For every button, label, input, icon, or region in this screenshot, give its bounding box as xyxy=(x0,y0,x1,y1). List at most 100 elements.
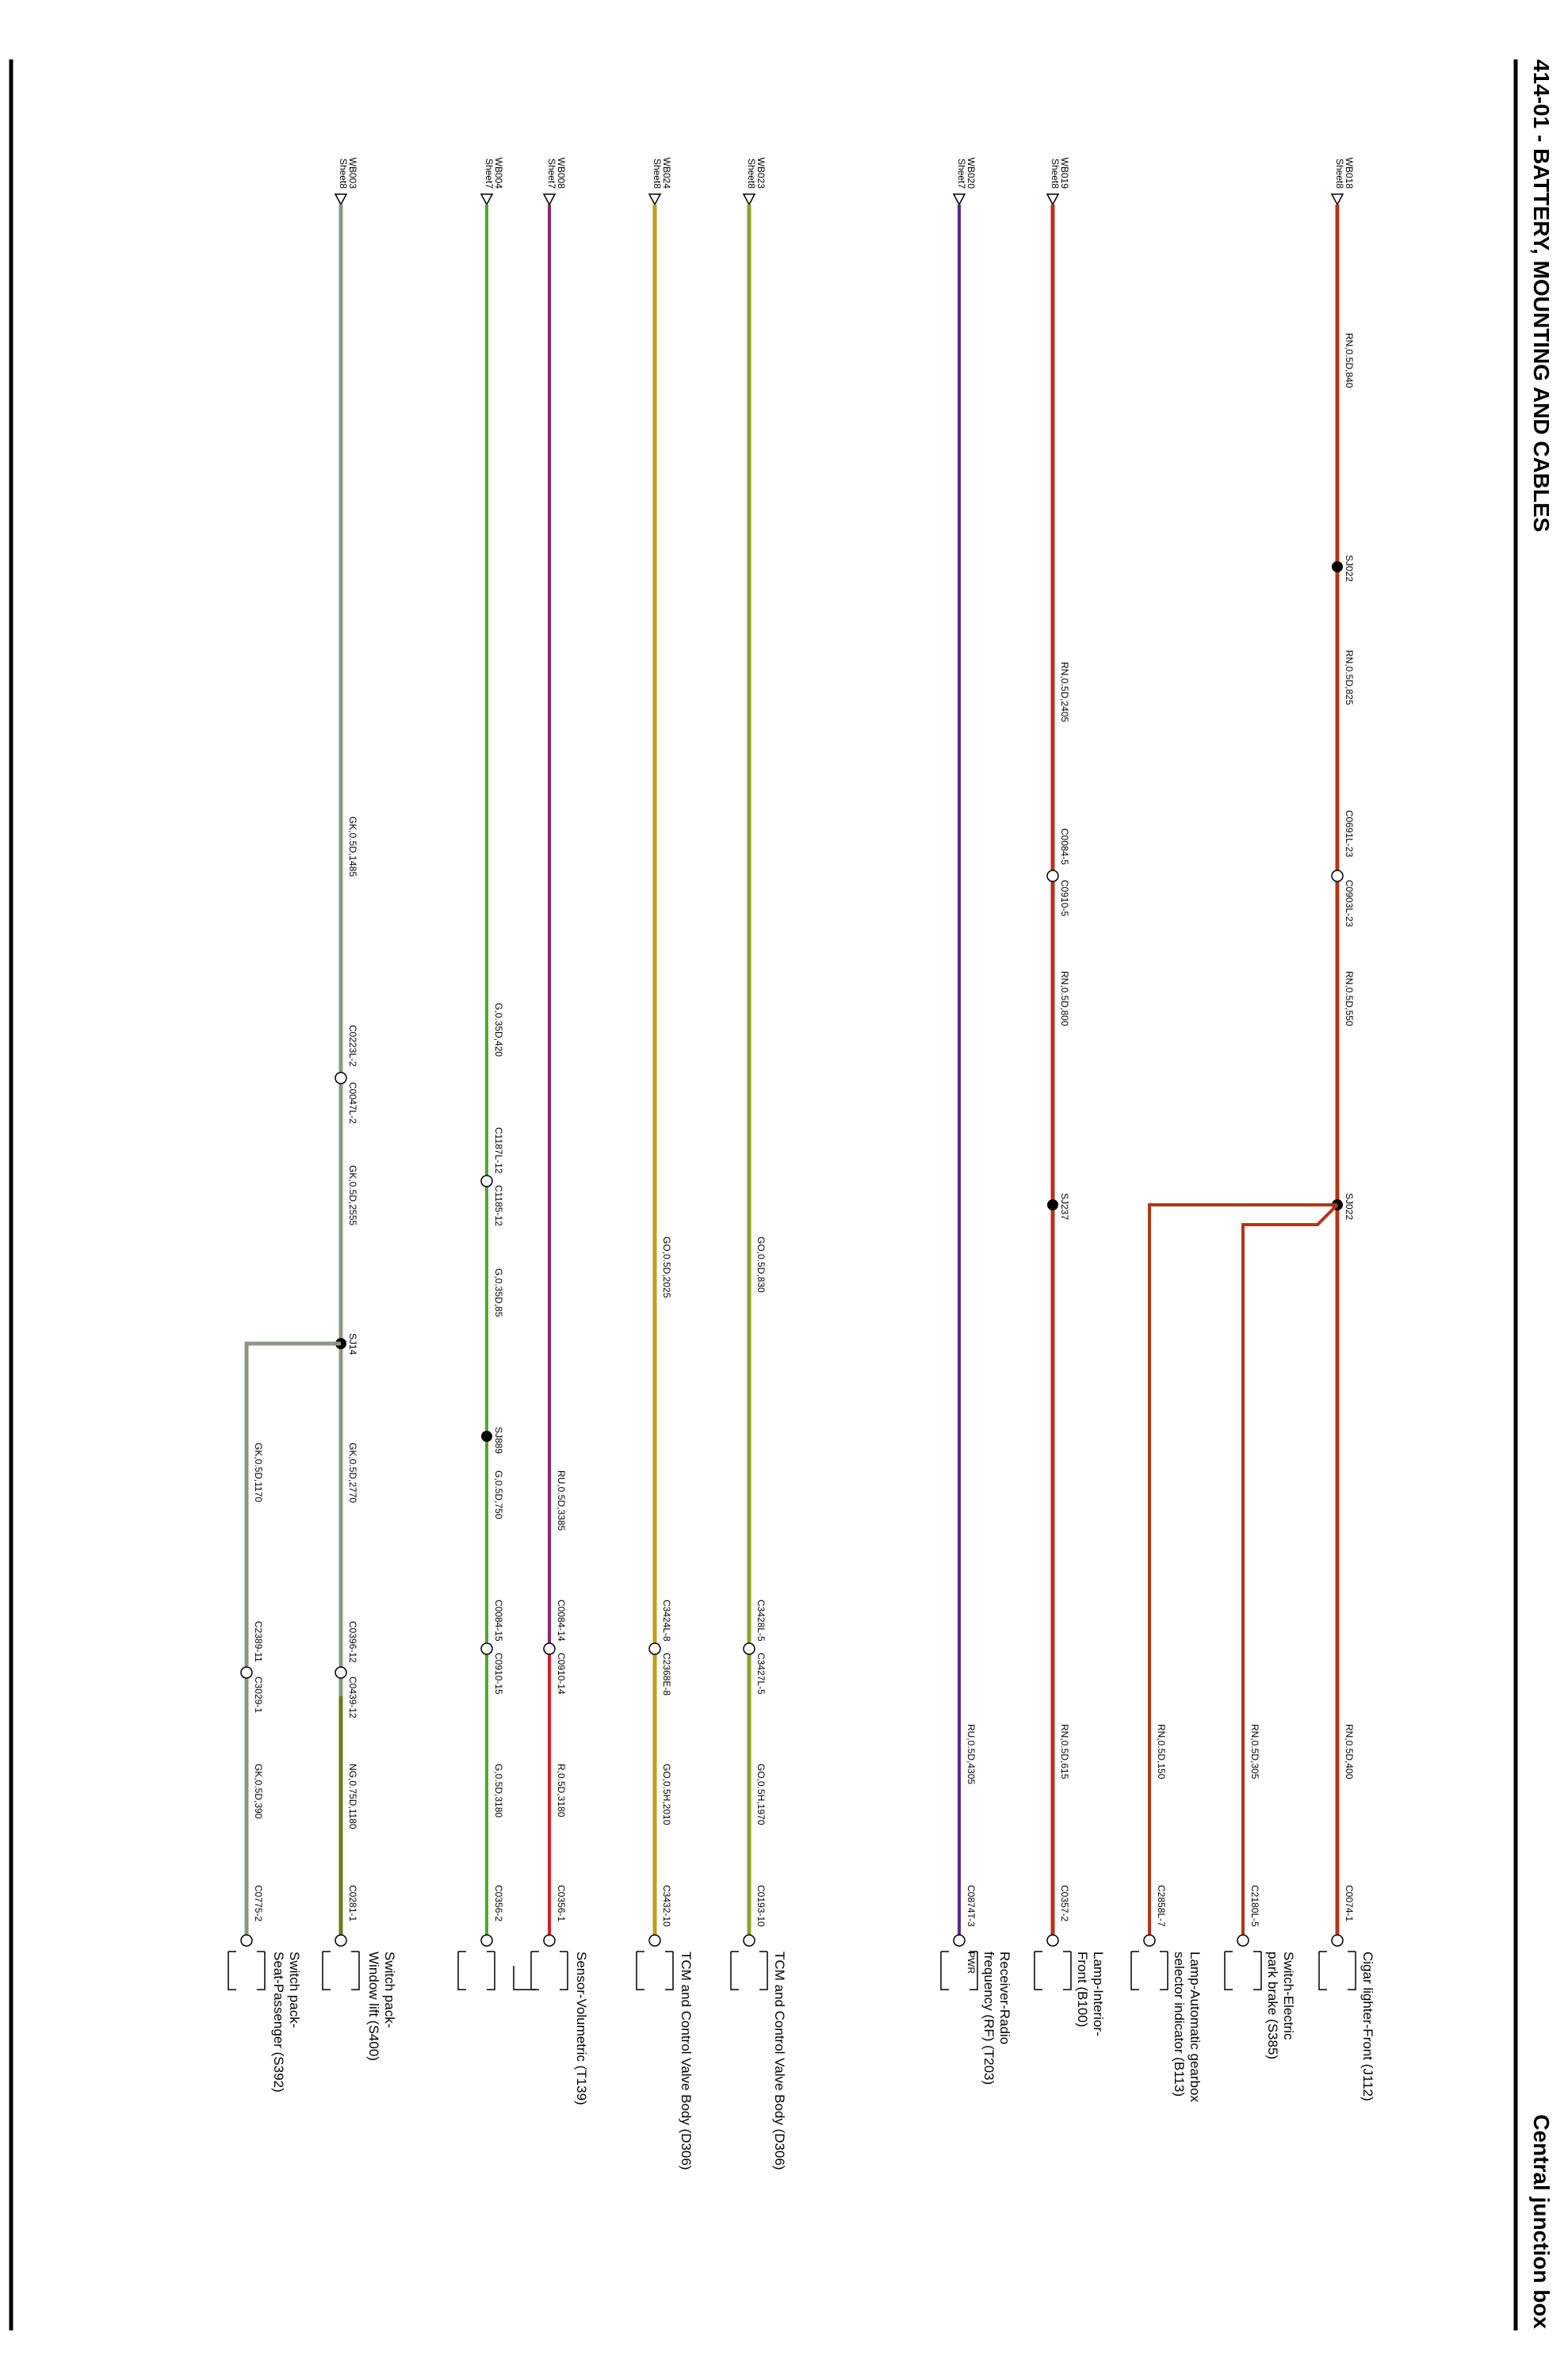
sheet-ref-page: Sheet7 xyxy=(546,159,557,189)
connector-node xyxy=(1237,1934,1249,1947)
connector-node xyxy=(1046,870,1059,882)
connector-label: C2368E-8 xyxy=(661,1653,672,1696)
sheet-ref-id: WB019 xyxy=(1059,158,1070,189)
wire xyxy=(1241,1203,1339,1940)
wire-label: RN,0.5D,2405 xyxy=(1059,662,1070,722)
connector-node xyxy=(743,1934,755,1947)
component-name: park brake (S385) xyxy=(1265,1952,1280,2059)
wire-label: NG,0.75D,1180 xyxy=(347,1764,358,1829)
component-bracket xyxy=(1130,1951,1168,1990)
connector-label: C3029-1 xyxy=(253,1676,264,1713)
splice-node xyxy=(481,1431,492,1442)
splice-label: SJ022 xyxy=(1344,555,1355,582)
sheet-ref-page: Sheet8 xyxy=(338,159,349,189)
sheet-ref-arrow xyxy=(742,193,756,206)
component-bracket xyxy=(1224,1951,1262,1990)
component-bracket xyxy=(636,1951,674,1990)
connector-node xyxy=(543,1642,556,1655)
connector-node xyxy=(240,1666,253,1679)
connector-node xyxy=(1331,1934,1344,1947)
sheet-ref-page: Sheet8 xyxy=(1050,159,1061,189)
wire-label: R,0.5D,3180 xyxy=(556,1764,567,1818)
wire xyxy=(1148,1203,1337,1940)
sheet-ref-page: Sheet8 xyxy=(652,159,663,189)
connector-label: C0396-12 xyxy=(347,1621,358,1663)
circuit-branch-park-brake: RN,0.5D,305 C2180L-5 Switch-Electric par… xyxy=(1224,1203,1339,2059)
sheet-ref-id: WB024 xyxy=(661,158,672,189)
splice-node xyxy=(1047,1199,1058,1210)
connector-label: C0910-14 xyxy=(556,1653,567,1695)
page-title: 414-01 - BATTERY, MOUNTING AND CABLES xyxy=(1529,59,1554,532)
connector-node xyxy=(648,1934,661,1947)
sheet-ref-id: WB008 xyxy=(556,158,567,189)
connector-node xyxy=(648,1642,661,1655)
component-name: TCM and Control Valve Body (D306) xyxy=(772,1952,787,2170)
component-name: Front (B100) xyxy=(1075,1952,1090,2027)
sheet-ref-page: Sheet8 xyxy=(746,159,757,189)
connector-label: C0084-15 xyxy=(493,1600,504,1642)
circuit-branch-seat-switch: GK,0.5D,1170 C2389-11 C3029-1 GK,0.5D,39… xyxy=(228,1341,341,2093)
circuit-branch-gearbox-lamp: RN,0.5D,150 C2858L-7 Lamp-Automatic gear… xyxy=(1130,1203,1337,2102)
circuit-wb024: WB024 Sheet8 GO,0.5D,2025 C3424L-8 C2368… xyxy=(636,158,694,2170)
connector-label: C0439-12 xyxy=(347,1676,358,1719)
component-name: frequency (RF) (T203) xyxy=(981,1952,996,2085)
component-name: Lamp-Interior- xyxy=(1091,1952,1106,2036)
sheet-ref-page: Sheet7 xyxy=(956,159,967,189)
component-name: Window lift (S400) xyxy=(366,1952,381,2061)
component-bracket xyxy=(940,1951,978,1990)
wire-label: G,0.35D,420 xyxy=(493,1003,504,1057)
connector-label: C0691L-23 xyxy=(1344,810,1355,858)
splice-node xyxy=(1332,561,1343,572)
component-name: Switch pack- xyxy=(287,1952,302,2028)
splice-label: SJ14 xyxy=(347,1333,358,1355)
sheet-ref-arrow xyxy=(1330,193,1344,206)
component-name: Switch pack- xyxy=(382,1952,397,2028)
connector-node xyxy=(335,1666,347,1679)
wire-label: RN,0.5D,400 xyxy=(1344,1724,1355,1780)
wire-label: GK,0.5D,2770 xyxy=(347,1443,358,1503)
connector-node xyxy=(335,1072,347,1084)
splice-label: SJ889 xyxy=(493,1427,504,1454)
connector-node xyxy=(480,1642,493,1655)
connector-label: C0193-10 xyxy=(755,1885,767,1927)
component-bracket xyxy=(1034,1951,1072,1990)
wire-label: G,0.5D,750 xyxy=(493,1470,504,1520)
wire-label: GK,0.5D,390 xyxy=(253,1764,264,1819)
component-name: Receiver-Radio xyxy=(997,1952,1012,2044)
sheet-ref-arrow xyxy=(1046,193,1060,206)
component-name: Switch-Electric xyxy=(1281,1952,1296,2040)
sheet-ref-id: WB018 xyxy=(1344,158,1355,189)
wire-label: GO,0.5D,2025 xyxy=(661,1237,672,1298)
splice-label: SJ022 xyxy=(1344,1193,1355,1220)
circuit-wb008: WB008 Sheet7 RU,0.5D,3385 C0084-14 C0910… xyxy=(530,158,589,2105)
sheet-ref-id: WB003 xyxy=(347,158,358,189)
circuit-wb004: WB004 Sheet7 G,0.35D,420 C1187L-12 C1185… xyxy=(457,158,536,1990)
connector-label: C0084-5 xyxy=(1059,828,1070,865)
wire-label: RN,0.5D,840 xyxy=(1344,333,1355,388)
wire-label: RN,0.5D,615 xyxy=(1059,1724,1070,1780)
connector-label: C0281-1 xyxy=(347,1885,358,1921)
component-bracket xyxy=(513,1966,536,1990)
connector-node xyxy=(953,1934,966,1947)
wire-label: RN,0.5D,305 xyxy=(1249,1724,1260,1780)
connector-node xyxy=(543,1934,556,1947)
connector-label: C1187L-12 xyxy=(493,1127,504,1174)
sheet-ref-page: Sheet8 xyxy=(1334,159,1345,189)
circuit-wb003: WB003 Sheet8 GK,0.5D,1485 C0223L-2 C0047… xyxy=(322,158,397,2061)
connector-label: C0910-5 xyxy=(1059,880,1070,916)
connector-label: C0223L-2 xyxy=(347,1025,358,1067)
sheet-ref-arrow xyxy=(952,193,966,206)
component-bracket xyxy=(730,1951,768,1990)
wire-label: GO,0.5D,830 xyxy=(755,1237,767,1293)
splice-label: SJ237 xyxy=(1059,1193,1070,1220)
connector-label: C3428L-5 xyxy=(755,1600,767,1642)
connector-label: C2389-11 xyxy=(253,1621,264,1662)
connector-label: C3424L-8 xyxy=(661,1600,672,1642)
connector-node xyxy=(335,1934,347,1947)
connector-label: C1185-12 xyxy=(493,1185,504,1226)
connector-label: C3432-10 xyxy=(661,1885,672,1927)
connector-node xyxy=(1046,1934,1059,1947)
connector-node xyxy=(1143,1934,1156,1947)
connector-label: C0356-1 xyxy=(556,1885,567,1921)
